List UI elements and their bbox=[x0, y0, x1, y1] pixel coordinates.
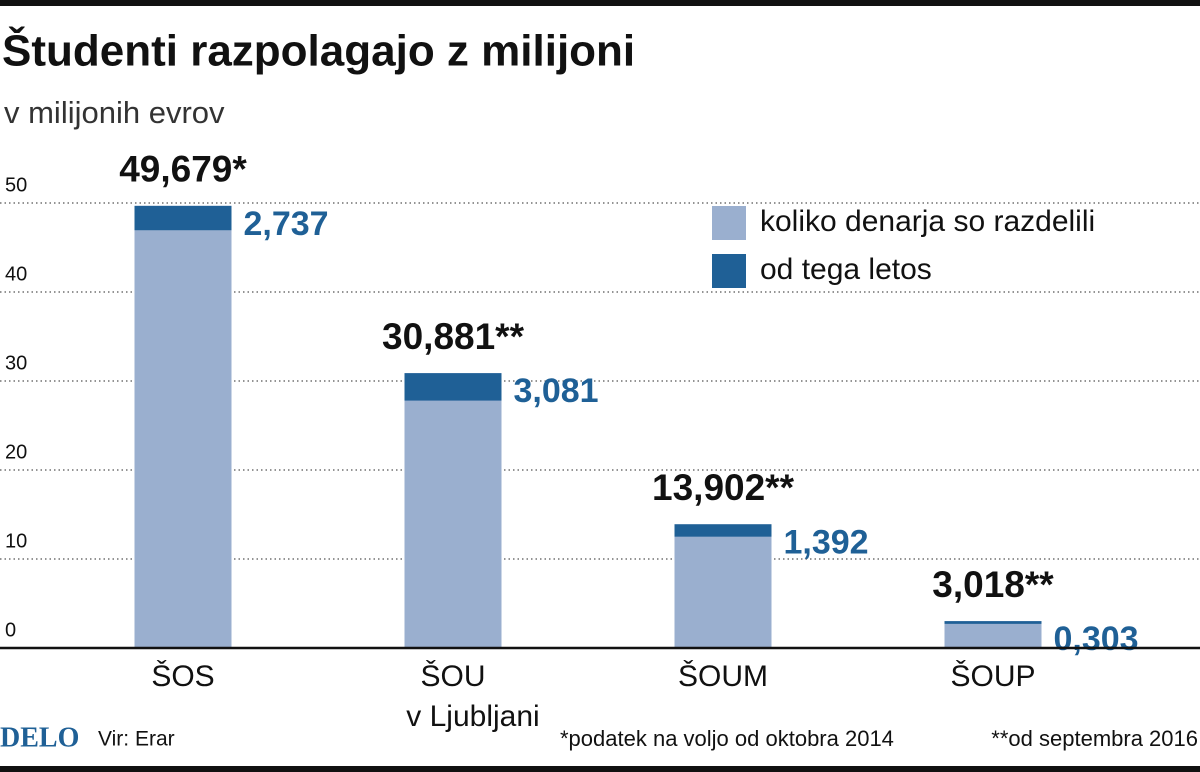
value-label: 49,679* bbox=[119, 149, 247, 190]
bar bbox=[674, 524, 772, 648]
value-label: 3,081 bbox=[514, 372, 599, 410]
bar-segment bbox=[134, 205, 232, 231]
bar bbox=[944, 621, 1042, 648]
bar bbox=[134, 205, 232, 648]
value-label: 1,392 bbox=[784, 523, 869, 561]
y-tick-label: 50 bbox=[5, 174, 27, 196]
note: **od septembra 2016 bbox=[991, 726, 1198, 751]
x-tick-label: ŠOU bbox=[420, 659, 485, 693]
value-label: 13,902** bbox=[652, 467, 795, 508]
legend-swatch bbox=[712, 206, 746, 240]
legend-label: koliko denarja so razdelili bbox=[760, 205, 1095, 238]
note: *podatek na voljo od oktobra 2014 bbox=[560, 726, 894, 751]
y-tick-label: 40 bbox=[5, 263, 27, 285]
value-label: 3,018** bbox=[932, 564, 1054, 605]
x-tick-label: ŠOUM bbox=[678, 659, 768, 693]
x-tick-label: v Ljubljani bbox=[406, 700, 539, 733]
chart-subtitle: v milijonih evrov bbox=[4, 95, 225, 130]
x-tick-label: ŠOS bbox=[151, 659, 214, 693]
y-tick-label: 10 bbox=[5, 530, 27, 552]
bar-segment bbox=[404, 373, 502, 401]
value-label: 0,303 bbox=[1054, 620, 1139, 658]
chart-title: Študenti razpolagajo z milijoni bbox=[2, 25, 635, 76]
value-label: 30,881** bbox=[382, 316, 525, 357]
brand: DELO bbox=[0, 722, 79, 753]
x-tick-label: ŠOUP bbox=[950, 659, 1035, 693]
bar-segment bbox=[944, 621, 1042, 624]
bar-segment bbox=[674, 524, 772, 537]
source: Vir: Erar bbox=[98, 728, 175, 751]
top-rule bbox=[0, 0, 1200, 6]
legend-label: od tega letos bbox=[760, 253, 932, 286]
bar bbox=[404, 373, 502, 648]
y-tick-label: 20 bbox=[5, 441, 27, 463]
y-tick-label: 0 bbox=[5, 619, 16, 641]
bottom-rule bbox=[0, 766, 1200, 772]
legend-swatch bbox=[712, 254, 746, 288]
y-tick-label: 30 bbox=[5, 352, 27, 374]
value-label: 2,737 bbox=[244, 205, 329, 243]
